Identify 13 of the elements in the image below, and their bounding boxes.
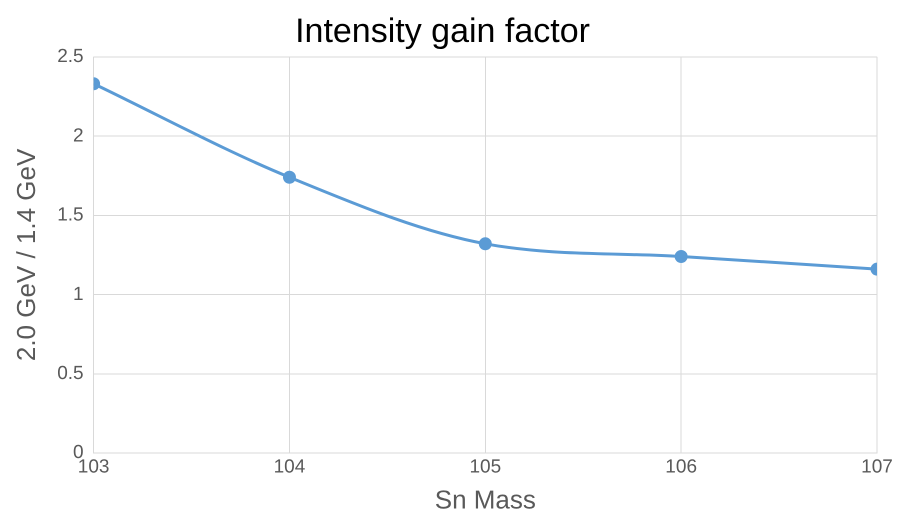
x-tick-label: 105 (469, 456, 502, 478)
y-tick-label: 0.5 (57, 362, 84, 384)
y-tick-label: 2.5 (57, 46, 84, 68)
point (478, 237, 492, 250)
x-tick-label: 106 (665, 456, 698, 478)
x-tick-label: 107 (861, 456, 893, 478)
y-axis-title: 2.0 GeV / 1.4 GeV (10, 148, 41, 362)
chart-title: Intensity gain factor (295, 12, 590, 50)
y-tick-label: 1 (73, 284, 84, 305)
x-tick-label: 104 (274, 456, 306, 478)
y-tick-label: 1.5 (57, 204, 84, 226)
x-axis-title: Sn Mass (434, 484, 536, 515)
y-tick-label: 2 (73, 125, 84, 146)
